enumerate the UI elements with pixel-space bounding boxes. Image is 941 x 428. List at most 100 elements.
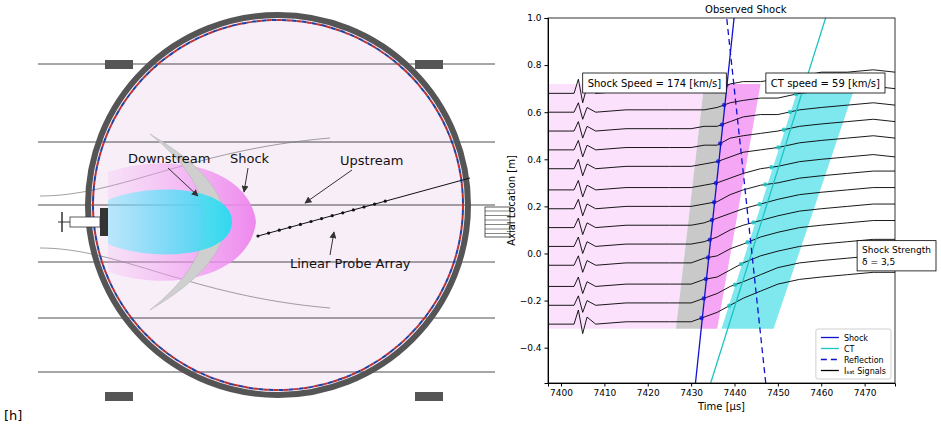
x-tick: 7400 xyxy=(550,383,573,398)
field-line xyxy=(38,262,495,263)
probe-array-line xyxy=(258,178,470,236)
y-tick-mark xyxy=(545,206,549,207)
downstream-region xyxy=(108,163,256,281)
isat-signal xyxy=(548,256,895,313)
y-tick-label: 0.8 xyxy=(527,60,542,70)
probe xyxy=(267,232,270,235)
probe xyxy=(384,200,387,203)
legend-label: Reflection xyxy=(844,356,884,365)
probe xyxy=(278,229,281,232)
shock-arrival-dot xyxy=(704,277,708,281)
chamber-wall xyxy=(88,15,468,395)
label-arrow xyxy=(168,168,198,196)
ct-arrival-dot xyxy=(763,182,767,186)
legend-box xyxy=(816,329,891,379)
ct-arrival-dot xyxy=(776,145,780,149)
y-tick-mark xyxy=(545,18,549,19)
x-tick-mark xyxy=(648,383,649,387)
probe xyxy=(288,226,291,229)
x-tick-mark xyxy=(735,383,736,387)
annotation-box xyxy=(857,241,936,271)
gun-body xyxy=(70,217,100,227)
probe xyxy=(362,205,365,208)
magnet xyxy=(415,392,443,401)
x-tick-label: 7410 xyxy=(593,388,616,398)
x-tick-mark xyxy=(561,383,562,387)
y-tick-mark xyxy=(545,301,549,302)
legend-label: Iₛₐₜ Signals xyxy=(844,367,886,376)
y-tick: 1.0 xyxy=(527,13,548,23)
field-line xyxy=(38,372,495,373)
x-tick-label: 7450 xyxy=(767,388,790,398)
isat-signal xyxy=(548,272,895,333)
shock-arrival-dot xyxy=(702,296,706,300)
field-line xyxy=(38,205,495,206)
x-tick-mark xyxy=(604,383,605,387)
label-arrow xyxy=(330,232,334,255)
x-tick: 7460 xyxy=(810,383,833,398)
annotation: CT speed = 59 [km/s] xyxy=(766,73,885,93)
isat-signal xyxy=(548,171,895,216)
y-tick: 0.4 xyxy=(527,155,548,165)
x-tick-label: 7440 xyxy=(724,388,747,398)
x-tick: 7440 xyxy=(724,383,747,398)
chart-title: Observed Shock xyxy=(705,4,787,15)
label-arrow xyxy=(305,170,352,203)
coil-red xyxy=(93,20,463,390)
legend-label: CT xyxy=(844,345,855,354)
y-tick-label: −0.4 xyxy=(520,343,542,353)
y-tick-mark xyxy=(545,159,549,160)
annotation: Shock Strengthδ = 3,5 xyxy=(857,241,936,271)
field-line xyxy=(38,142,495,143)
ct-arrival-dot xyxy=(745,240,749,244)
gun-muzzle xyxy=(100,208,108,236)
shock-arrival-dot xyxy=(716,159,720,163)
legend-item: Iₛₐₜ Signals xyxy=(821,367,886,376)
shock-arrival-dot xyxy=(720,122,724,126)
chart: 74007410742074307440745074607470−0.4−0.2… xyxy=(506,4,936,412)
y-axis-line xyxy=(545,19,549,384)
shock-arrival-dot xyxy=(722,103,726,107)
x-tick-mark xyxy=(821,383,822,387)
figure: DownstreamShockUpstreamLinear Probe Arra… xyxy=(0,0,941,428)
plot-data xyxy=(548,18,895,383)
plot-background xyxy=(548,18,895,383)
magnet xyxy=(105,60,133,69)
legend-swatch xyxy=(821,337,839,338)
x-axis-line xyxy=(549,384,896,387)
ct-arrival-dot xyxy=(757,202,761,206)
shock-arrival-dot xyxy=(718,141,722,145)
shock-arrival-dot xyxy=(699,316,703,320)
legend-item: Reflection xyxy=(821,356,884,365)
x-tick: 7420 xyxy=(637,383,660,398)
figure-svg: DownstreamShockUpstreamLinear Probe Arra… xyxy=(0,0,941,428)
x-tick: 7430 xyxy=(680,383,703,398)
x-tick-mark xyxy=(865,383,866,387)
magnet xyxy=(105,392,133,401)
annotation-text: CT speed = 59 [km/s] xyxy=(771,78,880,89)
gun-flange xyxy=(61,212,63,232)
shock-arrival-dot xyxy=(712,200,716,204)
legend-label: Shock xyxy=(844,334,868,343)
legend-swatch xyxy=(821,348,839,349)
probe xyxy=(320,217,323,220)
field-line xyxy=(38,318,495,319)
line-2 xyxy=(727,18,766,383)
y-tick: 0.2 xyxy=(527,202,548,212)
annotation-box xyxy=(583,73,727,93)
shaded-region xyxy=(722,84,856,329)
downstream-label: Downstream xyxy=(128,151,210,166)
y-tick-label: 0.4 xyxy=(527,155,542,165)
x-tick: 7410 xyxy=(593,383,616,398)
annotation-text: Shock Speed = 174 [km/s] xyxy=(588,78,722,89)
x-tick-mark xyxy=(691,383,692,387)
y-tick-mark xyxy=(545,112,549,113)
y-tick: 0.8 xyxy=(527,60,548,70)
ct-arrival-dot xyxy=(751,220,755,224)
isat-signal xyxy=(548,188,895,235)
isat-signal xyxy=(548,239,895,293)
x-tick-label: 7460 xyxy=(810,388,833,398)
shock-label: Shock xyxy=(230,151,270,166)
compact-toroid xyxy=(108,190,232,255)
isat-signal xyxy=(548,70,895,103)
